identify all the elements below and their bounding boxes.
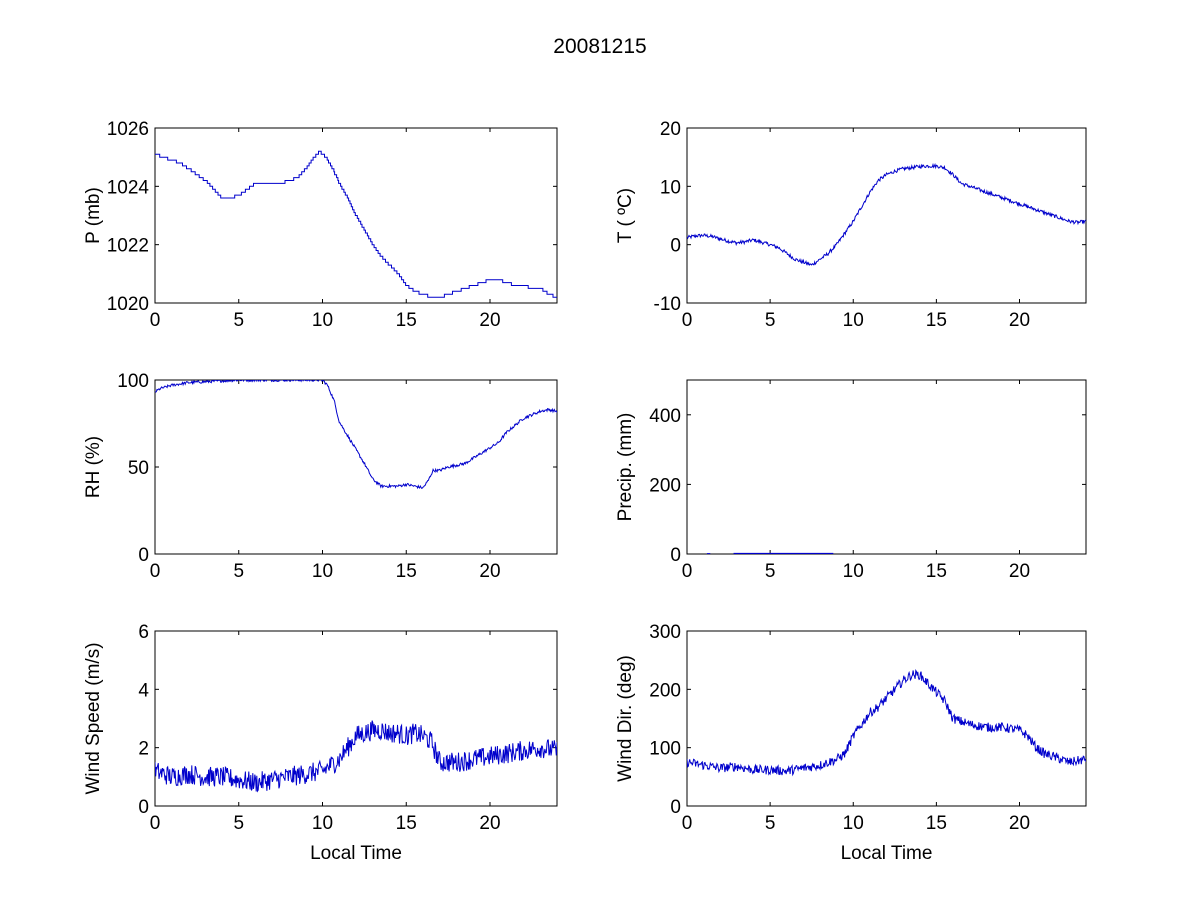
wind_direction-ytick-label: 0 (670, 797, 681, 818)
precipitation-xtick-label: 15 (926, 561, 947, 582)
wind_direction-xlabel: Local Time (841, 843, 933, 864)
precipitation-xtick-label: 20 (1009, 561, 1030, 582)
wind_direction-series-group (687, 669, 1086, 777)
wind_direction-xtick-label: 5 (765, 813, 776, 834)
subplot-humidity: 0 5 10 15 20 0 50 100 RH (%) (83, 371, 558, 582)
temperature-series-group (687, 162, 1086, 266)
subplot-wind_speed: 0 5 10 15 20 0 2 4 6 Wind Speed (m/s) Local Time (83, 622, 558, 864)
temperature-ytick-label: 10 (660, 177, 681, 198)
temperature-series-line (687, 162, 1086, 266)
pressure-xtick-label: 0 (150, 310, 161, 331)
wind_speed-xlabel: Local Time (310, 843, 402, 864)
pressure-series-group (155, 150, 557, 298)
precipitation-xtick-label: 10 (843, 561, 864, 582)
humidity-series-group (155, 380, 557, 490)
precipitation-axes-box (686, 379, 1087, 555)
wind_direction-series-line (687, 669, 1086, 777)
temperature-axes-box (686, 127, 1087, 304)
humidity-ytick-label: 0 (138, 545, 149, 566)
precipitation-ytick-label: 0 (670, 545, 681, 566)
temperature-xtick-label: 0 (682, 310, 693, 331)
wind_speed-ytick-label: 2 (138, 739, 149, 760)
wind_direction-axes-box (686, 630, 1087, 807)
subplot-pressure: 0 5 10 15 20 1020 1022 1024 1026 P (mb) (83, 119, 558, 331)
wind_direction-ytick-label: 200 (649, 680, 681, 701)
temperature-xtick-label: 5 (765, 310, 776, 331)
pressure-xtick-label: 15 (396, 310, 417, 331)
humidity-ytick-label: 50 (128, 458, 149, 479)
humidity-xtick-label: 5 (233, 561, 244, 582)
wind_speed-series-group (155, 720, 557, 793)
temperature-xtick-label: 15 (926, 310, 947, 331)
wind_direction-ytick-label: 300 (649, 622, 681, 643)
humidity-xtick-label: 10 (312, 561, 333, 582)
wind_speed-xtick-label: 20 (479, 813, 500, 834)
temperature-ytick-label: 0 (670, 236, 681, 257)
wind_speed-xtick-label: 0 (150, 813, 161, 834)
humidity-xtick-label: 20 (479, 561, 500, 582)
wind_direction-xtick-label: 20 (1009, 813, 1030, 834)
precipitation-xtick-label: 5 (765, 561, 776, 582)
wind_speed-xtick-label: 5 (233, 813, 244, 834)
wind_speed-axes-box (154, 630, 558, 807)
precipitation-ytick-label: 400 (649, 406, 681, 427)
temperature-xtick-label: 10 (843, 310, 864, 331)
temperature-ytick-label: -10 (654, 294, 681, 315)
humidity-series-line (155, 380, 557, 490)
pressure-series-line (155, 150, 557, 298)
humidity-ylabel: RH (%) (83, 436, 104, 498)
wind_speed-xtick-label: 10 (312, 813, 333, 834)
wind_direction-ytick-label: 100 (649, 739, 681, 760)
wind_speed-ytick-label: 6 (138, 622, 149, 643)
wind_speed-xtick-label: 15 (396, 813, 417, 834)
wind_speed-ytick-label: 0 (138, 797, 149, 818)
temperature-ylabel: T ( ºC) (615, 188, 636, 243)
pressure-xtick-label: 5 (233, 310, 244, 331)
wind_speed-ylabel: Wind Speed (m/s) (83, 642, 104, 794)
figure-title: 20081215 (553, 35, 646, 58)
pressure-axes-box (154, 127, 558, 304)
temperature-xtick-label: 20 (1009, 310, 1030, 331)
pressure-ytick-label: 1022 (107, 236, 149, 257)
humidity-ytick-label: 100 (117, 371, 149, 392)
pressure-ytick-label: 1024 (107, 177, 150, 198)
pressure-xtick-label: 20 (479, 310, 500, 331)
wind_direction-xtick-label: 0 (682, 813, 693, 834)
pressure-ytick-label: 1026 (107, 119, 149, 140)
precipitation-ytick-label: 200 (649, 475, 681, 496)
humidity-xtick-label: 15 (396, 561, 417, 582)
precipitation-xtick-label: 0 (682, 561, 693, 582)
pressure-ytick-label: 1020 (107, 294, 149, 315)
pressure-xtick-label: 10 (312, 310, 333, 331)
temperature-ytick-label: 20 (660, 119, 681, 140)
humidity-xtick-label: 0 (150, 561, 161, 582)
wind_speed-series-line (155, 720, 557, 793)
wind_direction-ylabel: Wind Dir. (deg) (615, 655, 636, 782)
wind_direction-xtick-label: 15 (926, 813, 947, 834)
wind_direction-xtick-label: 10 (843, 813, 864, 834)
wind_speed-ytick-label: 4 (138, 680, 149, 701)
pressure-ylabel: P (mb) (83, 187, 104, 244)
precipitation-ylabel: Precip. (mm) (615, 413, 636, 522)
